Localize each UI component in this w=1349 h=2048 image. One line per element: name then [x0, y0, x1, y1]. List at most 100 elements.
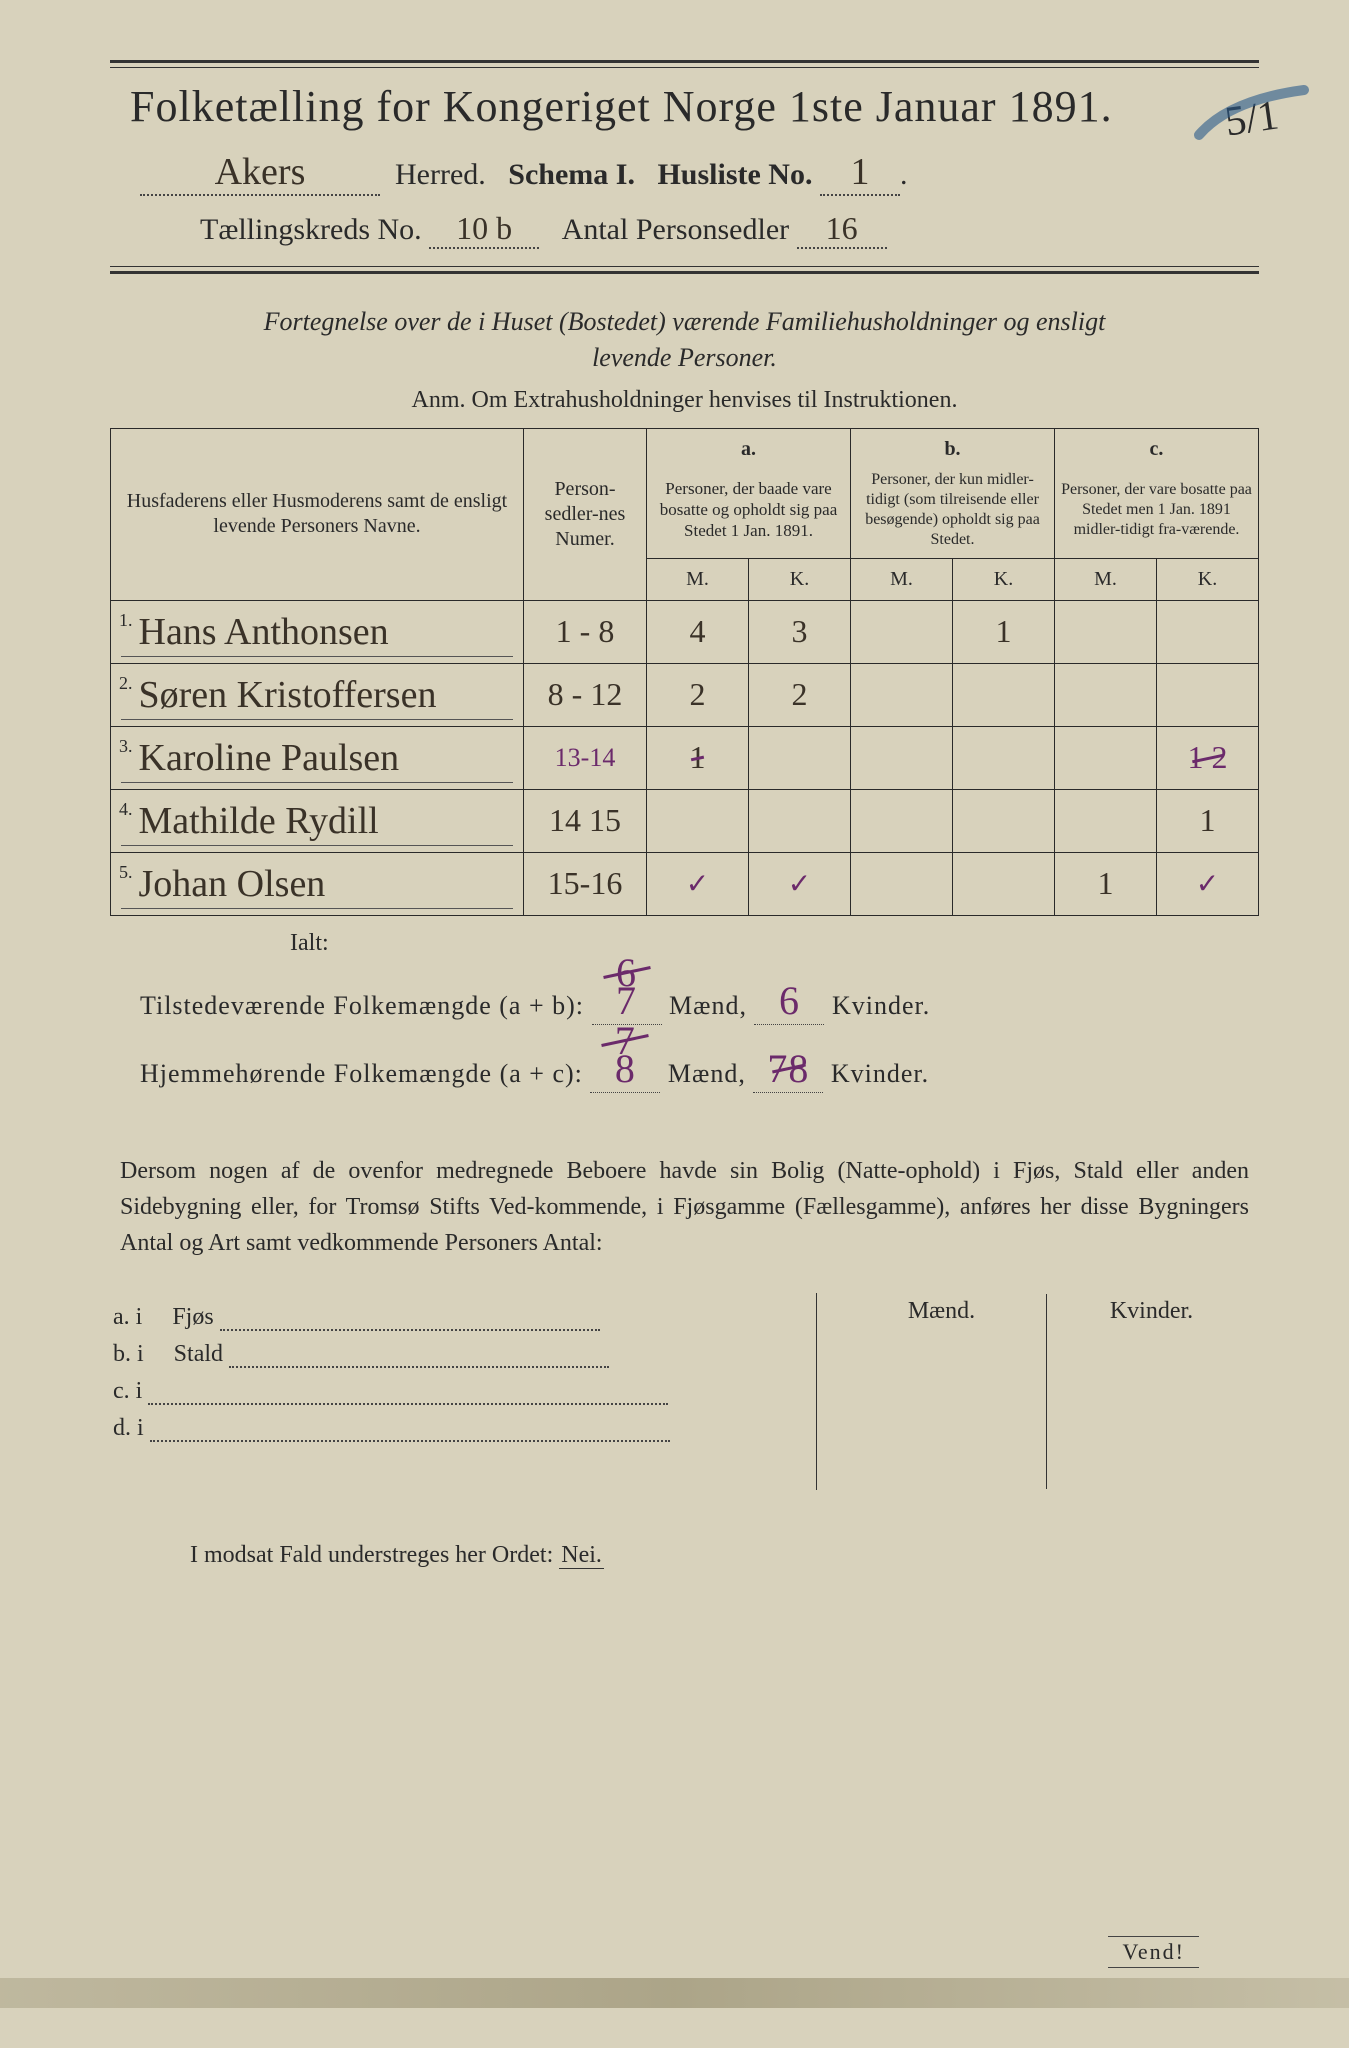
a-k: K.: [749, 558, 851, 600]
side-kvinder-label: Kvinder.: [1046, 1294, 1256, 1329]
mk-row: [837, 1329, 1256, 1369]
kreds-line: Tællingskreds No. 10 b Antal Personsedle…: [120, 210, 1249, 249]
cell: 3: [792, 613, 808, 649]
cell: ✓: [788, 869, 811, 900]
cell: 1 2: [1188, 739, 1228, 775]
kvinder-label: Kvinder.: [832, 991, 930, 1020]
herred-label: Herred.: [395, 158, 486, 191]
side-a-label: Fjøs: [172, 1304, 213, 1330]
side-c-prefix: c. i: [113, 1378, 142, 1404]
ialt-label: Ialt:: [110, 930, 1259, 957]
col-name-header: Husfaderens eller Husmoderens samt de en…: [111, 428, 524, 600]
col-c-desc: Personer, der vare bosatte paa Stedet me…: [1055, 462, 1259, 559]
side-left-col: a. i Fjøs b. i Stald c. i d. i: [112, 1293, 814, 1490]
cell: ✓: [686, 869, 709, 900]
person-name: Hans Anthonsen: [139, 611, 389, 653]
cell: 4: [690, 613, 706, 649]
side-line-d: d. i: [113, 1415, 813, 1442]
header-block: Folketælling for Kongeriget Norge 1ste J…: [110, 60, 1259, 274]
cell: 1: [690, 739, 706, 775]
maend-label: Mænd,: [668, 1059, 746, 1088]
dotted-fill: [148, 1385, 668, 1405]
b-m: M.: [851, 558, 953, 600]
hjemme-k: 78: [767, 1046, 809, 1091]
antal-value: 16: [797, 210, 887, 249]
side-right-col: Mænd. Kvinder.: [816, 1293, 1257, 1490]
mk-row: [837, 1369, 1256, 1409]
col-c-head: c.: [1055, 428, 1259, 462]
col-num-header: Person-sedler-nes Numer.: [524, 428, 647, 600]
tilstede-m-top: 6: [597, 949, 657, 996]
sedler-num: 8 - 12: [548, 676, 623, 712]
side-d-prefix: d. i: [113, 1415, 144, 1441]
fortegn-line1: Fortegnelse over de i Huset (Bostedet) v…: [264, 307, 1106, 336]
c-letter: c.: [1150, 438, 1164, 460]
mk-row: [837, 1409, 1256, 1449]
side-b-label: Stald: [174, 1341, 223, 1367]
hjemme-label: Hjemmehørende Folkemængde (a + c):: [140, 1059, 583, 1088]
cell: 1: [996, 613, 1012, 649]
kvinder-label: Kvinder.: [831, 1059, 929, 1088]
side-line-b: b. i Stald: [113, 1341, 813, 1368]
person-name: Mathilde Rydill: [139, 800, 379, 842]
herred-value: Akers: [140, 150, 380, 196]
hjemme-line: Hjemmehørende Folkemængde (a + c): 7 8 M…: [110, 1045, 1259, 1093]
main-table: Husfaderens eller Husmoderens samt de en…: [110, 428, 1259, 916]
dotted-fill: [150, 1422, 670, 1442]
main-title: Folketælling for Kongeriget Norge 1ste J…: [120, 81, 1249, 132]
cell: ✓: [1196, 869, 1219, 900]
husliste-label: Husliste No.: [657, 158, 812, 191]
table-row: 1. Hans Anthonsen 1 - 8 4 3 1: [111, 600, 1259, 663]
cell: 1: [1098, 865, 1114, 901]
nei-word: Nei.: [559, 1542, 604, 1569]
col-a-desc: Personer, der baade vare bosatte og opho…: [647, 462, 851, 559]
cell: 1: [1200, 802, 1216, 838]
tilstede-line: Tilstedeværende Folkemængde (a + b): 6 7…: [110, 977, 1259, 1025]
row-num: 4.: [119, 799, 133, 820]
row-num: 1.: [119, 610, 133, 631]
a-letter: a.: [741, 438, 756, 460]
cell: 2: [690, 676, 706, 712]
c-k: K.: [1157, 558, 1259, 600]
col-a-head: a.: [647, 428, 851, 462]
mk-row: [837, 1449, 1256, 1489]
sedler-num: 14 15: [549, 802, 621, 838]
a-m: M.: [647, 558, 749, 600]
c-m: M.: [1055, 558, 1157, 600]
sedler-num: 15-16: [548, 865, 623, 901]
table-row: 3. Karoline Paulsen 13-14 1 1 2: [111, 726, 1259, 789]
maend-label: Mænd,: [669, 991, 747, 1020]
sedler-num: 13-14: [555, 743, 616, 772]
b-letter: b.: [944, 438, 960, 460]
nei-line: I modsat Fald understreges her Ordet: Ne…: [110, 1542, 1259, 1569]
hjemme-m-top: 7: [595, 1017, 655, 1064]
side-maend-label: Mænd.: [837, 1294, 1046, 1329]
side-building-table: a. i Fjøs b. i Stald c. i d. i: [110, 1291, 1259, 1492]
dersom-paragraph: Dersom nogen af de ovenfor medregnede Be…: [110, 1153, 1259, 1261]
antal-label: Antal Personsedler: [562, 213, 789, 246]
fortegnelse-heading: Fortegnelse over de i Huset (Bostedet) v…: [110, 304, 1259, 377]
row-num: 5.: [119, 862, 133, 883]
col-b-head: b.: [851, 428, 1055, 462]
col-b-desc: Personer, der kun midler-tidigt (som til…: [851, 462, 1055, 559]
table-row: 5.Johan Olsen 15-16 ✓ ✓ 1 ✓: [111, 852, 1259, 915]
fortegn-line2: levende Personer.: [592, 343, 777, 372]
row-num: 3.: [119, 736, 133, 757]
person-name: Søren Kristoffersen: [139, 674, 437, 716]
dotted-fill: [229, 1348, 609, 1368]
row-num: 2.: [119, 673, 133, 694]
kreds-value: 10 b: [429, 210, 539, 249]
header-row-1: Husfaderens eller Husmoderens samt de en…: [111, 428, 1259, 462]
person-name: Karoline Paulsen: [139, 737, 400, 779]
nei-prefix: I modsat Fald understreges her Ordet:: [190, 1542, 553, 1568]
side-a-prefix: a. i: [113, 1304, 142, 1330]
b-k: K.: [953, 558, 1055, 600]
kreds-label: Tællingskreds No.: [200, 213, 422, 246]
anm-line: Anm. Om Extrahusholdninger henvises til …: [110, 387, 1259, 414]
side-b-prefix: b. i: [113, 1341, 144, 1367]
schema-label: Schema I.: [508, 158, 635, 191]
side-line-c: c. i: [113, 1378, 813, 1405]
table-row: 2.Søren Kristoffersen 8 - 12 2 2: [111, 663, 1259, 726]
dotted-fill: [220, 1311, 600, 1331]
sedler-num: 1 - 8: [556, 613, 615, 649]
